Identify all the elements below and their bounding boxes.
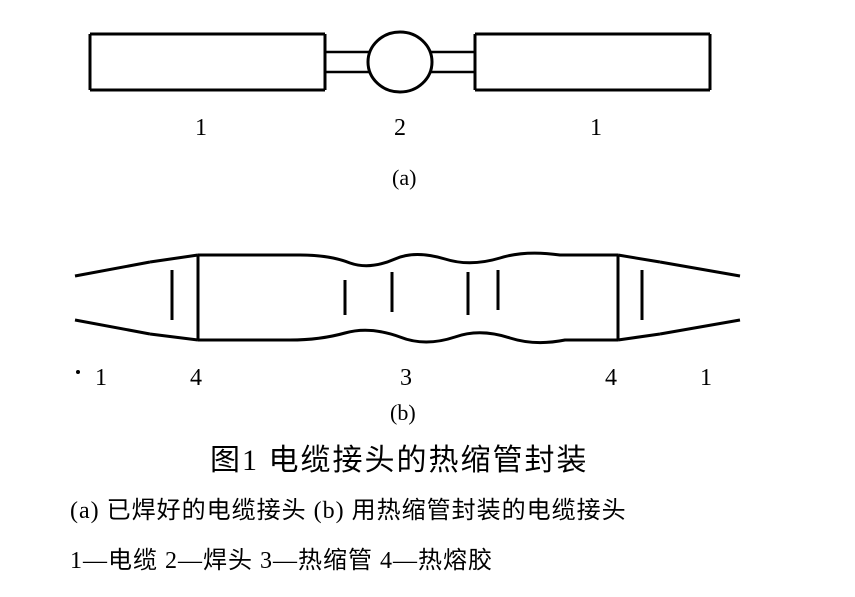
panel-a-cable-right [475, 34, 710, 90]
panel-a-weld-ellipse [368, 32, 432, 92]
panel-b-cable-left-bot [75, 320, 150, 334]
label-b-1-left: 1 [95, 365, 107, 392]
label-b-3: 3 [400, 365, 412, 392]
label-a-2: 2 [394, 115, 406, 142]
caption-a: (a) [392, 165, 416, 191]
label-a-1-right: 1 [590, 115, 602, 142]
legend-line-2: 1—电缆 2—焊头 3—热缩管 4—热熔胶 [70, 540, 493, 575]
stray-dot [76, 370, 80, 374]
panel-b-flare [618, 255, 660, 262]
caption-b: (b) [390, 400, 416, 426]
panel-b-tube-bot [198, 330, 618, 342]
panel-b-cable-left-top [75, 262, 150, 276]
legend-line-1: (a) 已焊好的电缆接头 (b) 用热缩管封装的电缆接头 [70, 490, 627, 525]
label-a-1-left: 1 [195, 115, 207, 142]
panel-b-tube-top [198, 253, 618, 266]
panel-b-flare [150, 255, 198, 262]
label-b-4-left: 4 [190, 365, 202, 392]
panel-a-cable-left [90, 34, 325, 90]
label-b-4-right: 4 [605, 365, 617, 392]
panel-b-cable-right-top [660, 262, 740, 276]
panel-b-flare [150, 334, 198, 340]
figure-container: 1 2 1 (a) 1 4 3 4 1 (b) 图1 电缆接头的热缩管封装 (a… [0, 0, 855, 597]
panel-b-flare [618, 334, 660, 340]
label-b-1-right: 1 [700, 365, 712, 392]
panel-b-cable-right-bot [660, 320, 740, 334]
figure-title: 图1 电缆接头的热缩管封装 [210, 435, 589, 479]
